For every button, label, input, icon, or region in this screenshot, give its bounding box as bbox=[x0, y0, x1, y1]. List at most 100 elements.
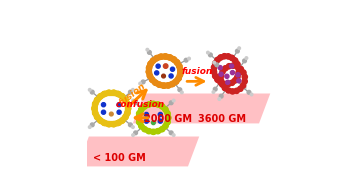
Circle shape bbox=[111, 122, 116, 127]
Circle shape bbox=[109, 112, 113, 116]
Circle shape bbox=[242, 79, 247, 84]
Circle shape bbox=[106, 90, 112, 95]
Circle shape bbox=[243, 59, 247, 63]
Circle shape bbox=[225, 74, 229, 78]
Circle shape bbox=[206, 51, 209, 54]
Circle shape bbox=[238, 47, 240, 50]
Circle shape bbox=[125, 110, 130, 116]
Circle shape bbox=[213, 61, 218, 66]
Circle shape bbox=[132, 99, 134, 102]
Circle shape bbox=[98, 94, 103, 99]
Circle shape bbox=[169, 74, 173, 78]
Text: fusion: fusion bbox=[118, 81, 148, 108]
Circle shape bbox=[178, 88, 182, 92]
Circle shape bbox=[177, 64, 182, 69]
Circle shape bbox=[218, 80, 223, 85]
Text: 2000 GM: 2000 GM bbox=[144, 114, 192, 124]
Circle shape bbox=[146, 128, 151, 134]
Circle shape bbox=[229, 80, 235, 85]
Circle shape bbox=[117, 103, 121, 107]
Circle shape bbox=[158, 112, 162, 117]
Circle shape bbox=[220, 69, 225, 74]
Circle shape bbox=[169, 131, 173, 135]
Circle shape bbox=[158, 54, 164, 59]
Circle shape bbox=[176, 76, 181, 81]
Circle shape bbox=[230, 89, 235, 94]
Circle shape bbox=[219, 94, 223, 98]
Circle shape bbox=[172, 134, 175, 136]
Circle shape bbox=[149, 77, 155, 82]
Circle shape bbox=[144, 112, 148, 117]
Circle shape bbox=[234, 88, 239, 94]
Circle shape bbox=[172, 99, 175, 102]
Circle shape bbox=[116, 120, 121, 125]
Circle shape bbox=[178, 72, 183, 77]
Circle shape bbox=[235, 74, 240, 79]
Circle shape bbox=[92, 110, 98, 116]
Circle shape bbox=[151, 101, 156, 106]
Circle shape bbox=[218, 73, 224, 78]
Circle shape bbox=[235, 62, 240, 67]
Circle shape bbox=[132, 134, 134, 136]
Circle shape bbox=[213, 87, 217, 91]
Circle shape bbox=[215, 57, 220, 62]
Circle shape bbox=[95, 97, 100, 102]
Text: 3600 GM: 3600 GM bbox=[197, 114, 245, 124]
Circle shape bbox=[178, 68, 183, 73]
Circle shape bbox=[230, 64, 234, 68]
Circle shape bbox=[218, 55, 223, 60]
Circle shape bbox=[98, 118, 103, 123]
Circle shape bbox=[147, 73, 152, 79]
Circle shape bbox=[151, 58, 156, 63]
Circle shape bbox=[141, 80, 145, 84]
Circle shape bbox=[152, 121, 155, 125]
Circle shape bbox=[134, 101, 138, 105]
Circle shape bbox=[123, 114, 128, 120]
Circle shape bbox=[226, 88, 231, 93]
Circle shape bbox=[170, 67, 175, 71]
Circle shape bbox=[219, 72, 223, 76]
Circle shape bbox=[238, 66, 243, 72]
Circle shape bbox=[102, 91, 107, 97]
Circle shape bbox=[231, 63, 236, 68]
Circle shape bbox=[235, 64, 240, 69]
Circle shape bbox=[158, 119, 162, 123]
Text: < 100 GM: < 100 GM bbox=[93, 153, 146, 163]
Circle shape bbox=[136, 111, 142, 116]
Circle shape bbox=[102, 120, 107, 125]
Circle shape bbox=[160, 127, 165, 132]
Circle shape bbox=[162, 74, 165, 78]
Circle shape bbox=[250, 93, 253, 96]
Circle shape bbox=[101, 110, 105, 114]
Circle shape bbox=[142, 127, 147, 132]
Circle shape bbox=[213, 61, 216, 64]
Circle shape bbox=[126, 106, 131, 111]
Circle shape bbox=[171, 57, 177, 62]
Circle shape bbox=[129, 123, 132, 127]
Circle shape bbox=[188, 57, 190, 60]
Circle shape bbox=[134, 131, 138, 135]
Circle shape bbox=[120, 94, 125, 99]
Circle shape bbox=[148, 61, 153, 67]
Circle shape bbox=[90, 123, 94, 127]
Circle shape bbox=[218, 78, 223, 83]
Text: fusion: fusion bbox=[181, 67, 213, 76]
Circle shape bbox=[163, 123, 168, 129]
Polygon shape bbox=[78, 137, 199, 166]
Circle shape bbox=[235, 49, 239, 53]
Circle shape bbox=[212, 65, 217, 70]
Circle shape bbox=[131, 88, 134, 91]
Circle shape bbox=[95, 114, 100, 120]
Circle shape bbox=[106, 122, 112, 127]
Circle shape bbox=[120, 118, 125, 123]
Circle shape bbox=[139, 82, 142, 85]
Circle shape bbox=[166, 115, 171, 120]
Circle shape bbox=[116, 91, 121, 97]
Circle shape bbox=[148, 50, 151, 54]
Circle shape bbox=[136, 115, 141, 120]
Circle shape bbox=[215, 77, 220, 82]
Circle shape bbox=[232, 58, 238, 63]
Circle shape bbox=[163, 54, 168, 59]
Polygon shape bbox=[133, 94, 270, 123]
Circle shape bbox=[146, 48, 149, 51]
